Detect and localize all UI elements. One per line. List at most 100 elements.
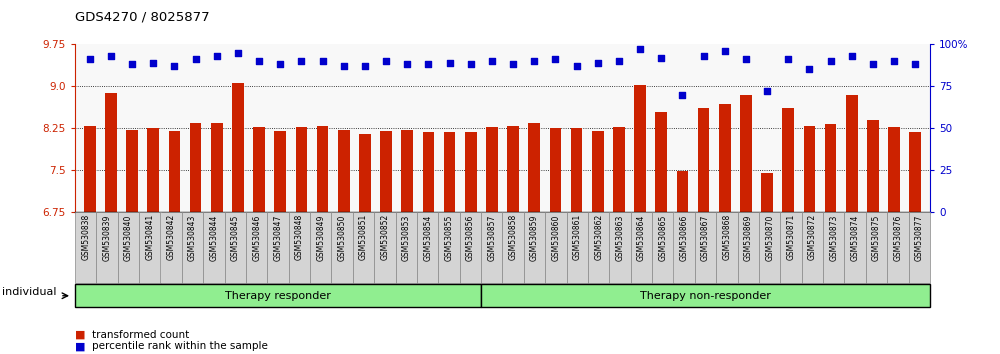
Text: GSM530851: GSM530851 [359, 214, 368, 261]
Point [336, 63, 352, 69]
Point [463, 62, 479, 67]
Bar [677, 171, 688, 212]
Bar [571, 129, 582, 212]
Text: GSM530857: GSM530857 [487, 214, 496, 261]
Bar [296, 127, 307, 212]
Text: GSM530874: GSM530874 [851, 214, 860, 261]
Bar [486, 127, 498, 212]
Text: GSM530853: GSM530853 [402, 214, 411, 261]
Text: GSM530846: GSM530846 [252, 214, 261, 261]
Bar [169, 131, 180, 212]
Bar [147, 129, 159, 212]
Bar [782, 108, 794, 212]
Bar [825, 124, 836, 212]
Bar [804, 126, 815, 212]
Bar [126, 130, 138, 212]
Point [801, 67, 817, 72]
Bar [190, 123, 201, 212]
Text: GSM530840: GSM530840 [124, 214, 133, 261]
Bar [105, 93, 117, 212]
Text: GSM530852: GSM530852 [380, 214, 389, 261]
Point [886, 58, 902, 64]
Point [823, 58, 839, 64]
Point [759, 88, 775, 94]
Bar [401, 130, 413, 212]
Bar [719, 104, 731, 212]
Point [547, 57, 563, 62]
Text: GSM530863: GSM530863 [616, 214, 625, 261]
Text: GSM530838: GSM530838 [81, 214, 90, 261]
Bar [528, 123, 540, 212]
Text: GSM530875: GSM530875 [872, 214, 881, 261]
Bar [380, 131, 392, 212]
Bar [84, 126, 96, 212]
Bar [655, 112, 667, 212]
Text: GSM530872: GSM530872 [808, 214, 817, 261]
Text: GSM530861: GSM530861 [573, 214, 582, 261]
Text: Therapy non-responder: Therapy non-responder [640, 291, 771, 301]
Text: GSM530866: GSM530866 [680, 214, 689, 261]
Text: GSM530850: GSM530850 [338, 214, 347, 261]
Point [611, 58, 627, 64]
Bar [909, 132, 921, 212]
Text: individual: individual [2, 287, 56, 297]
Point [632, 46, 648, 52]
Bar [274, 131, 286, 212]
Text: GSM530867: GSM530867 [701, 214, 710, 261]
Text: GSM530877: GSM530877 [915, 214, 924, 261]
Text: GSM530864: GSM530864 [637, 214, 646, 261]
Bar [211, 123, 223, 212]
Text: GSM530870: GSM530870 [765, 214, 774, 261]
Text: GSM530871: GSM530871 [787, 214, 796, 261]
Text: GDS4270 / 8025877: GDS4270 / 8025877 [75, 11, 210, 24]
Point [420, 62, 436, 67]
Text: GSM530869: GSM530869 [744, 214, 753, 261]
Bar [698, 108, 709, 212]
Point [569, 63, 585, 69]
Text: transformed count: transformed count [92, 330, 189, 339]
Point [505, 62, 521, 67]
Bar [507, 126, 519, 212]
Bar [338, 130, 350, 212]
Point [526, 58, 542, 64]
Point [378, 58, 394, 64]
Point [124, 62, 140, 67]
Point [399, 62, 415, 67]
Bar [232, 84, 244, 212]
Point [188, 57, 204, 62]
Point [251, 58, 267, 64]
Point [145, 60, 161, 65]
Text: ■: ■ [75, 330, 86, 339]
Text: GSM530865: GSM530865 [658, 214, 667, 261]
Point [209, 53, 225, 59]
Bar [359, 134, 371, 212]
Bar [867, 120, 879, 212]
Point [484, 58, 500, 64]
Text: GSM530839: GSM530839 [103, 214, 112, 261]
Text: GSM530847: GSM530847 [274, 214, 283, 261]
Point [738, 57, 754, 62]
Bar [634, 85, 646, 212]
Bar [613, 127, 625, 212]
Point [357, 63, 373, 69]
Bar [465, 132, 477, 212]
Text: ■: ■ [75, 341, 86, 351]
Bar [317, 126, 328, 212]
Text: GSM530848: GSM530848 [295, 214, 304, 261]
Text: GSM530859: GSM530859 [530, 214, 539, 261]
Point [82, 57, 98, 62]
Point [590, 60, 606, 65]
Point [166, 63, 182, 69]
Point [442, 60, 458, 65]
Text: GSM530862: GSM530862 [594, 214, 603, 261]
Point [653, 55, 669, 61]
Point [674, 92, 690, 98]
Point [293, 58, 309, 64]
Bar [592, 131, 604, 212]
Point [696, 53, 712, 59]
Text: GSM530844: GSM530844 [209, 214, 218, 261]
Point [103, 53, 119, 59]
Text: GSM530845: GSM530845 [231, 214, 240, 261]
Bar [888, 127, 900, 212]
Point [717, 48, 733, 54]
